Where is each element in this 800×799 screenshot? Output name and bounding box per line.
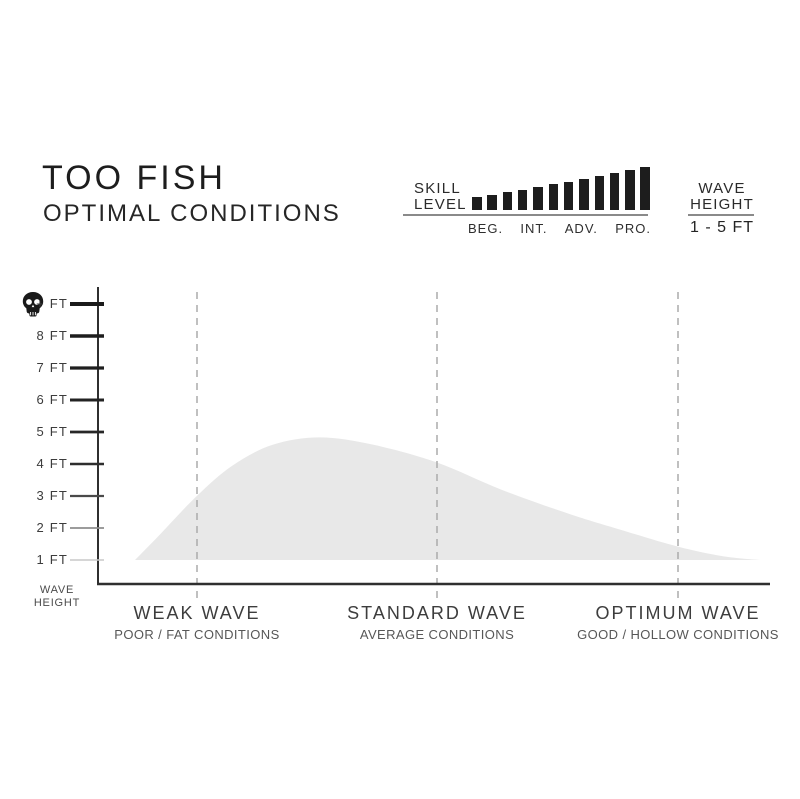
optimal-conditions-area xyxy=(135,437,760,560)
wave-category-name: STANDARD WAVE xyxy=(347,603,527,623)
skill-bar xyxy=(579,179,589,210)
skill-bar xyxy=(640,167,650,210)
wave-height-value: 1 - 5 FT xyxy=(689,219,754,236)
skill-level-bars xyxy=(472,167,650,210)
y-axis-tick-label: 8 FT xyxy=(36,328,68,343)
wave-height-label-line1: WAVE xyxy=(698,180,746,197)
y-axis-tick-label: 5 FT xyxy=(36,424,68,439)
skill-divider-line xyxy=(403,214,648,216)
wave-category-conditions: POOR / FAT CONDITIONS xyxy=(114,627,280,642)
skill-level-tick: PRO. xyxy=(615,221,651,236)
skill-bar xyxy=(517,190,528,210)
wave-category: STANDARD WAVE AVERAGE CONDITIONS xyxy=(307,603,567,642)
skill-level-label: SKILL LEVEL xyxy=(414,181,467,213)
skill-level-tick: INT. xyxy=(520,221,548,236)
skill-bar xyxy=(563,182,574,210)
skill-bar xyxy=(609,173,620,210)
wave-category-conditions: AVERAGE CONDITIONS xyxy=(359,627,515,642)
skill-label-line2: LEVEL xyxy=(414,196,467,213)
board-name-title: TOO FISH xyxy=(42,159,226,197)
wave-category-name: OPTIMUM WAVE xyxy=(595,603,761,623)
skill-bar xyxy=(472,197,482,210)
wave-height-label: WAVE HEIGHT xyxy=(682,181,762,213)
y-axis-title-line2: HEIGHT xyxy=(33,597,81,609)
wave-height-label-line2: HEIGHT xyxy=(690,196,754,213)
y-axis-tick-label: 7 FT xyxy=(36,360,68,375)
y-axis-tick-label: + FT xyxy=(36,296,68,311)
wave-height-divider-line xyxy=(688,214,754,216)
y-axis-tick-label: 3 FT xyxy=(36,488,68,503)
y-axis-tick-label: 1 FT xyxy=(36,552,68,567)
skill-bar xyxy=(533,187,543,210)
wave-category: WEAK WAVE POOR / FAT CONDITIONS xyxy=(67,603,327,642)
skill-bar xyxy=(487,195,497,210)
skill-bar xyxy=(548,184,559,210)
skill-level-tick: ADV. xyxy=(564,221,598,236)
y-axis-tick-label: 2 FT xyxy=(36,520,68,535)
skill-bar xyxy=(594,176,604,210)
y-axis-title: WAVE HEIGHT xyxy=(16,584,98,610)
wave-category: OPTIMUM WAVE GOOD / HOLLOW CONDITIONS xyxy=(548,603,800,642)
wave-category-conditions: GOOD / HOLLOW CONDITIONS xyxy=(577,627,779,642)
y-axis-tick-label: 4 FT xyxy=(36,456,68,471)
y-axis-tick-label: 6 FT xyxy=(36,392,68,407)
skill-level-scale: BEG. INT. ADV. PRO. xyxy=(468,221,651,236)
page-subtitle: OPTIMAL CONDITIONS xyxy=(43,200,341,227)
skill-label-line1: SKILL xyxy=(414,180,461,197)
skill-bar xyxy=(502,192,513,210)
skull-danger-icon xyxy=(22,292,44,317)
skill-bar xyxy=(625,170,635,210)
skill-level-tick: BEG. xyxy=(468,221,504,236)
wave-category-name: WEAK WAVE xyxy=(133,603,261,623)
y-axis-title-line1: WAVE xyxy=(39,584,75,596)
